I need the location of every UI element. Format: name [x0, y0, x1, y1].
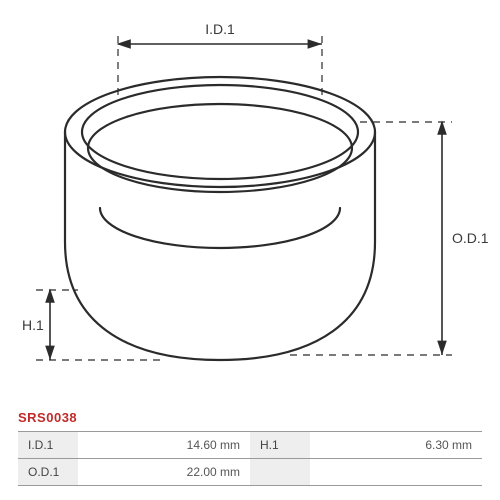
- spec-label: [250, 459, 310, 486]
- spec-footer: SRS0038 I.D.114.60 mmH.16.30 mmO.D.122.0…: [18, 410, 482, 486]
- part-number: SRS0038: [18, 410, 482, 425]
- label-h1: H.1: [22, 317, 44, 333]
- label-id1: I.D.1: [205, 21, 235, 37]
- spec-label: I.D.1: [18, 432, 78, 459]
- part-diagram: I.D.1 O.D.1 H.1: [0, 0, 500, 420]
- spec-label: O.D.1: [18, 459, 78, 486]
- dim-id1: I.D.1: [118, 21, 322, 100]
- table-row: O.D.122.00 mm: [18, 459, 482, 486]
- spec-value: 22.00 mm: [78, 459, 250, 486]
- spec-label: H.1: [250, 432, 310, 459]
- table-row: I.D.114.60 mmH.16.30 mm: [18, 432, 482, 459]
- spec-value: [310, 459, 482, 486]
- bowl-outline: [65, 77, 375, 360]
- spec-value: 14.60 mm: [78, 432, 250, 459]
- dim-h1: H.1: [22, 290, 160, 360]
- technical-drawing-card: I.D.1 O.D.1 H.1 SRS0038 I.D.114.60 mmH.1…: [0, 0, 500, 500]
- label-od1: O.D.1: [452, 230, 489, 246]
- spec-value: 6.30 mm: [310, 432, 482, 459]
- spec-table: I.D.114.60 mmH.16.30 mmO.D.122.00 mm: [18, 431, 482, 486]
- dim-od1: O.D.1: [290, 122, 489, 355]
